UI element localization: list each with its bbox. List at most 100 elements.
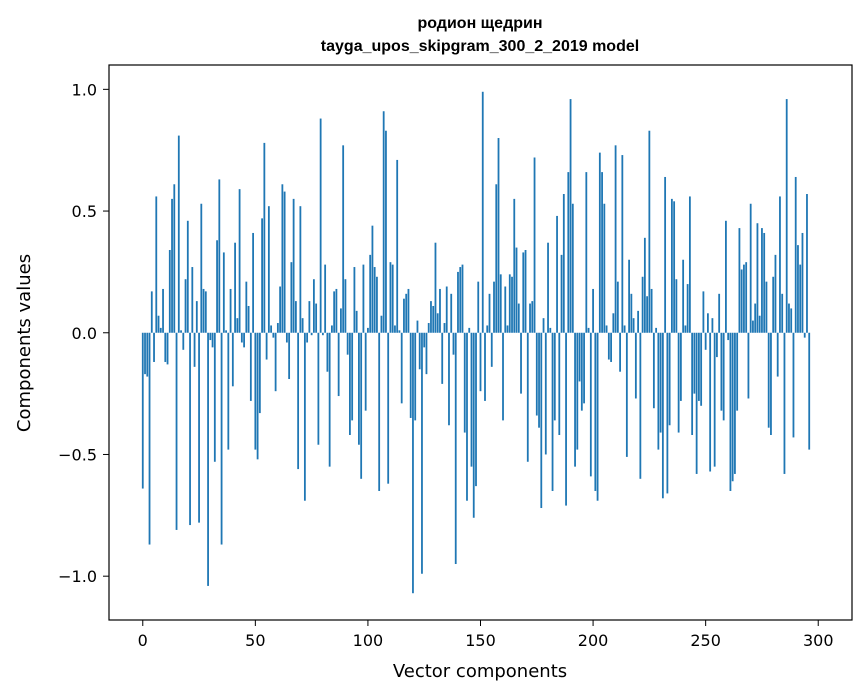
bar-component-278 xyxy=(767,332,770,428)
bar-component-99 xyxy=(364,332,367,411)
bar-component-7 xyxy=(157,315,160,333)
bar-component-256 xyxy=(718,293,721,333)
bar-component-28 xyxy=(204,291,207,333)
bar-component-239 xyxy=(679,332,682,401)
bar-component-126 xyxy=(425,332,428,375)
bar-component-296 xyxy=(808,332,811,450)
bar-component-106 xyxy=(380,315,383,333)
bar-component-212 xyxy=(619,332,621,372)
bar-component-93 xyxy=(351,332,354,421)
bar-component-20 xyxy=(186,220,189,333)
bar-component-54 xyxy=(263,142,266,333)
bar-component-204 xyxy=(601,172,603,333)
bar-component-243 xyxy=(688,196,691,333)
bar-component-121 xyxy=(414,332,417,421)
bar-component-222 xyxy=(641,276,644,333)
bar-component-266 xyxy=(740,269,743,333)
bar-component-251 xyxy=(707,313,709,333)
bar-component-174 xyxy=(533,157,536,333)
bar-component-120 xyxy=(412,332,414,594)
bar-component-72 xyxy=(303,332,306,501)
bar-component-98 xyxy=(362,264,365,333)
bar-component-231 xyxy=(661,332,664,499)
bar-component-58 xyxy=(272,332,275,338)
bar-component-258 xyxy=(722,332,725,421)
bar-component-166 xyxy=(515,247,518,333)
bar-component-45 xyxy=(243,332,245,348)
bar-component-229 xyxy=(657,332,660,450)
bar-component-224 xyxy=(646,296,649,333)
bar-component-165 xyxy=(513,198,516,333)
bar-component-60 xyxy=(276,323,279,333)
bar-component-117 xyxy=(405,293,408,333)
bar-component-167 xyxy=(517,303,520,333)
bar-component-294 xyxy=(803,332,806,338)
bar-component-257 xyxy=(720,332,723,411)
bar-component-52 xyxy=(258,332,261,414)
bar-component-285 xyxy=(783,332,786,474)
bar-component-233 xyxy=(666,332,669,494)
bar-component-175 xyxy=(535,332,538,416)
bar-component-286 xyxy=(785,99,788,333)
bar-component-37 xyxy=(225,330,227,333)
bar-component-1 xyxy=(144,332,146,375)
bar-component-100 xyxy=(367,327,369,333)
bar-component-143 xyxy=(463,332,466,433)
bar-component-6 xyxy=(155,196,158,333)
bar-component-223 xyxy=(643,237,646,333)
bar-component-171 xyxy=(526,332,529,462)
bar-component-25 xyxy=(198,332,200,523)
x-axis-label: Vector components xyxy=(393,661,567,682)
y-tick-label: −0.5 xyxy=(58,445,97,464)
bar-component-155 xyxy=(490,332,493,367)
bar-component-19 xyxy=(184,279,187,333)
bar-component-83 xyxy=(328,332,331,467)
bar-component-23 xyxy=(193,332,196,367)
bar-component-102 xyxy=(371,225,374,333)
bar-component-107 xyxy=(382,111,385,333)
bar-component-153 xyxy=(486,325,489,333)
bar-component-36 xyxy=(222,252,225,333)
bar-component-87 xyxy=(337,332,340,397)
bar-component-215 xyxy=(625,332,628,457)
bar-component-114 xyxy=(398,330,401,333)
bar-component-276 xyxy=(763,232,766,333)
bar-component-169 xyxy=(522,252,525,333)
bar-component-69 xyxy=(297,332,300,470)
bar-component-160 xyxy=(502,332,504,421)
bar-component-24 xyxy=(195,301,198,333)
bar-component-195 xyxy=(580,332,583,411)
bar-component-116 xyxy=(403,298,405,333)
bar-component-280 xyxy=(772,276,775,333)
bar-component-135 xyxy=(445,286,448,333)
bar-component-295 xyxy=(806,194,808,333)
bar-component-3 xyxy=(148,332,151,545)
bar-component-176 xyxy=(538,332,540,428)
bar-component-68 xyxy=(294,301,297,333)
bar-component-177 xyxy=(540,332,543,509)
bar-component-150 xyxy=(479,332,482,392)
bar-component-101 xyxy=(369,254,372,333)
bar-component-0 xyxy=(141,332,144,489)
bar-component-44 xyxy=(240,332,243,343)
bar-component-192 xyxy=(574,332,576,467)
bar-component-214 xyxy=(623,325,626,333)
bar-component-157 xyxy=(495,184,498,333)
bar-component-31 xyxy=(211,332,214,348)
bar-component-94 xyxy=(353,267,356,333)
bar-component-271 xyxy=(752,320,754,333)
bar-component-191 xyxy=(571,203,574,333)
bar-component-47 xyxy=(247,305,250,333)
bar-component-81 xyxy=(324,264,327,333)
bar-component-85 xyxy=(333,291,336,333)
bar-component-265 xyxy=(738,228,741,333)
bars-group xyxy=(141,91,811,594)
bar-component-284 xyxy=(781,293,784,333)
bar-component-27 xyxy=(202,288,205,333)
bar-component-15 xyxy=(175,332,178,530)
bar-component-26 xyxy=(200,203,203,333)
bar-component-217 xyxy=(630,293,633,333)
bar-component-213 xyxy=(621,155,624,333)
bar-component-63 xyxy=(283,191,286,333)
bar-component-16 xyxy=(177,135,180,333)
